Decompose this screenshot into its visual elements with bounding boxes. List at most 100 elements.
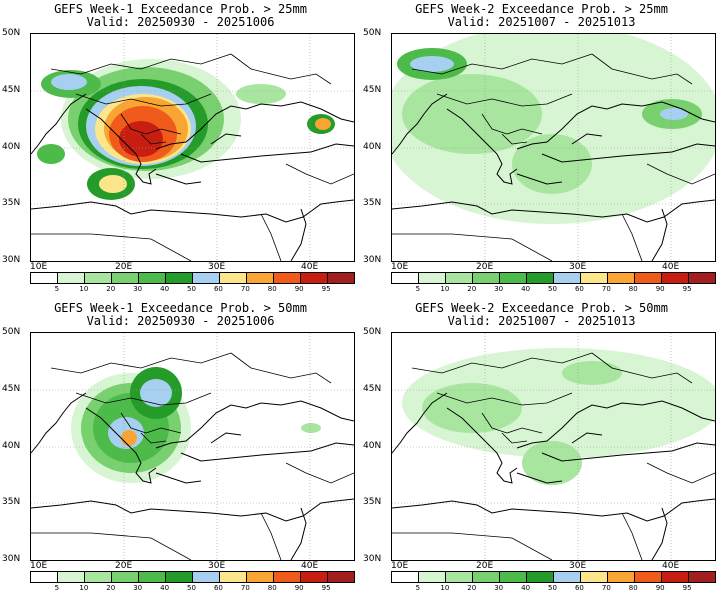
lat-label: 40N: [363, 441, 382, 451]
colorbar-swatch: [554, 572, 581, 582]
colorbar-swatch: [527, 273, 554, 283]
map-panel-3: GEFS Week-1 Exceedance Prob. > 50mm Valid…: [0, 299, 361, 598]
colorbar: [391, 272, 716, 284]
lat-label: 35N: [2, 497, 21, 507]
lon-label: 20E: [115, 262, 133, 272]
colorbar-swatch: [31, 572, 58, 582]
colorbar-tick-label: 60: [574, 285, 584, 293]
colorbar-tick-label: 30: [133, 584, 143, 592]
lat-label: 30N: [363, 255, 382, 265]
colorbar-swatch: [193, 572, 220, 582]
colorbar-tick-label: 5: [415, 584, 421, 592]
lon-label: 40E: [662, 262, 680, 272]
colorbar-tick-label: 20: [467, 285, 477, 293]
colorbar-swatch: [419, 273, 446, 283]
colorbar-swatch: [500, 572, 527, 582]
lon-label: 30E: [208, 262, 226, 272]
colorbar-tick-label: 60: [213, 584, 223, 592]
map-panel-1: GEFS Week-1 Exceedance Prob. > 25mm Valid…: [0, 0, 361, 299]
colorbar-tick-label: 70: [240, 584, 250, 592]
lon-label: 40E: [662, 561, 680, 571]
colorbar-swatch: [247, 273, 274, 283]
map-area: [391, 332, 716, 561]
lat-label: 50N: [2, 327, 21, 337]
panel-valid-dates: Valid: 20251007 - 20251013: [447, 314, 636, 328]
colorbar-swatch: [328, 273, 354, 283]
colorbar-swatch: [85, 572, 112, 582]
map-panel-4: GEFS Week-2 Exceedance Prob. > 50mm Valid…: [361, 299, 722, 598]
colorbar-swatch: [635, 572, 662, 582]
colorbar-swatch: [112, 572, 139, 582]
colorbar-swatch: [274, 273, 301, 283]
lat-label: 50N: [2, 28, 21, 38]
precip-probability-field: [31, 34, 354, 261]
colorbar: [30, 571, 355, 583]
colorbar-tick-label: 60: [213, 285, 223, 293]
colorbar-tick-label: 50: [548, 584, 557, 592]
precip-probability-field: [392, 333, 715, 560]
lat-label: 35N: [363, 198, 382, 208]
colorbar-swatch: [554, 273, 581, 283]
lon-label: 30E: [569, 561, 587, 571]
colorbar-tick-label: 95: [682, 584, 692, 592]
colorbar-swatch: [220, 273, 247, 283]
colorbar-tick-label: 5: [54, 584, 60, 592]
panel-valid-dates: Valid: 20250930 - 20251006: [86, 15, 275, 29]
colorbar-tick-label: 70: [601, 285, 611, 293]
colorbar-swatch: [419, 572, 446, 582]
lat-label: 45N: [363, 384, 382, 394]
colorbar-tick-label: 80: [628, 584, 638, 592]
colorbar-swatch: [473, 572, 500, 582]
colorbar-tick-label: 50: [187, 285, 196, 293]
lat-label: 35N: [363, 497, 382, 507]
colorbar-swatch: [220, 572, 247, 582]
lat-label: 30N: [2, 255, 21, 265]
lon-label: 30E: [569, 262, 587, 272]
colorbar-tick-label: 10: [440, 584, 450, 592]
colorbar-swatch: [274, 572, 301, 582]
lon-label: 30E: [208, 561, 226, 571]
colorbar-tick-label: 40: [160, 285, 170, 293]
colorbar: [30, 272, 355, 284]
map-area: [30, 332, 355, 561]
colorbar-swatch: [301, 273, 328, 283]
colorbar-tick-label: 20: [106, 285, 116, 293]
colorbar-swatch: [31, 273, 58, 283]
map-area: [30, 33, 355, 262]
lat-label: 40N: [2, 142, 21, 152]
colorbar-tick-label: 50: [548, 285, 557, 293]
colorbar-swatch: [662, 273, 689, 283]
colorbar-swatch: [392, 572, 419, 582]
colorbar-swatch: [446, 572, 473, 582]
colorbar-tick-label: 90: [655, 285, 665, 293]
panel-title: GEFS Week-2 Exceedance Prob. > 25mm: [415, 2, 668, 16]
panel-title: GEFS Week-1 Exceedance Prob. > 25mm: [54, 2, 307, 16]
lat-label: 30N: [2, 554, 21, 564]
colorbar-swatch: [139, 273, 166, 283]
lat-label: 30N: [363, 554, 382, 564]
colorbar-swatch: [166, 572, 193, 582]
lat-label: 50N: [363, 327, 382, 337]
colorbar-swatch: [689, 273, 715, 283]
colorbar-tick-label: 80: [628, 285, 638, 293]
lon-label: 20E: [115, 561, 133, 571]
colorbar-tick-label: 10: [79, 584, 89, 592]
colorbar-tick-label: 80: [267, 285, 277, 293]
colorbar-swatch: [500, 273, 527, 283]
lon-label: 10E: [391, 561, 409, 571]
colorbar-swatch: [635, 273, 662, 283]
colorbar-swatch: [139, 572, 166, 582]
colorbar-swatch: [58, 572, 85, 582]
lat-label: 45N: [2, 384, 21, 394]
lon-label: 10E: [30, 262, 48, 272]
colorbar-swatch: [85, 273, 112, 283]
colorbar-swatch: [247, 572, 274, 582]
colorbar-tick-label: 10: [440, 285, 450, 293]
lat-label: 40N: [2, 441, 21, 451]
panel-valid-dates: Valid: 20250930 - 20251006: [86, 314, 275, 328]
colorbar-swatch: [608, 572, 635, 582]
panel-title: GEFS Week-1 Exceedance Prob. > 50mm: [54, 301, 307, 315]
colorbar-tick-label: 30: [133, 285, 143, 293]
lon-label: 20E: [476, 561, 494, 571]
colorbar-swatch: [446, 273, 473, 283]
